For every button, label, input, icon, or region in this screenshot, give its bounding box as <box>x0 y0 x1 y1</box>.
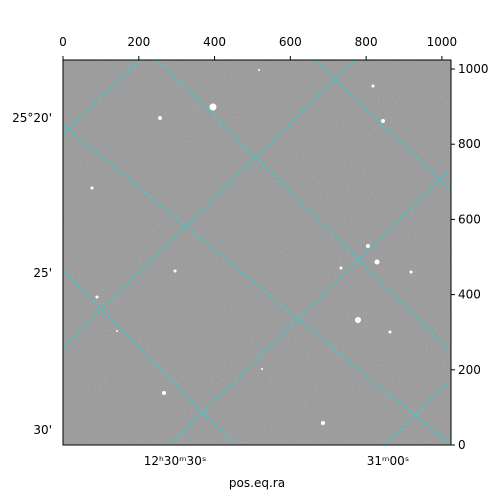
ra-tick-label: 12ʰ30ᵐ30ˢ <box>144 454 207 468</box>
x-tick-label: 1000 <box>427 35 458 49</box>
y-tick-label: 600 <box>458 212 481 226</box>
grid-line <box>314 60 451 191</box>
dec-tick-label: 25°20' <box>12 111 52 125</box>
y-tick-label: 400 <box>458 288 481 302</box>
x-tick-label: 400 <box>203 35 226 49</box>
y-tick-label: 0 <box>458 438 466 452</box>
y-tick-label: 800 <box>458 137 481 151</box>
x-tick-label: 0 <box>59 35 67 49</box>
grid-line <box>63 60 356 349</box>
x-tick-label: 200 <box>127 35 150 49</box>
ra-tick-label: 31ᵐ00ˢ <box>367 454 410 468</box>
grid-line <box>63 269 236 445</box>
axes-frame <box>62 59 452 446</box>
grid-line <box>157 60 451 353</box>
y-tick-label: 200 <box>458 363 481 377</box>
x-axis-label: pos.eq.ra <box>229 476 285 490</box>
grid-line <box>169 169 451 445</box>
dec-tick-label: 25' <box>33 266 52 280</box>
coordinate-grid <box>63 60 451 445</box>
x-tick-label: 600 <box>279 35 302 49</box>
grid-line <box>63 60 141 136</box>
sky-image <box>63 60 451 445</box>
y-tick-label: 1000 <box>458 62 489 76</box>
x-tick-label: 800 <box>355 35 378 49</box>
dec-tick-label: 30' <box>33 423 52 437</box>
grid-line <box>384 379 451 445</box>
